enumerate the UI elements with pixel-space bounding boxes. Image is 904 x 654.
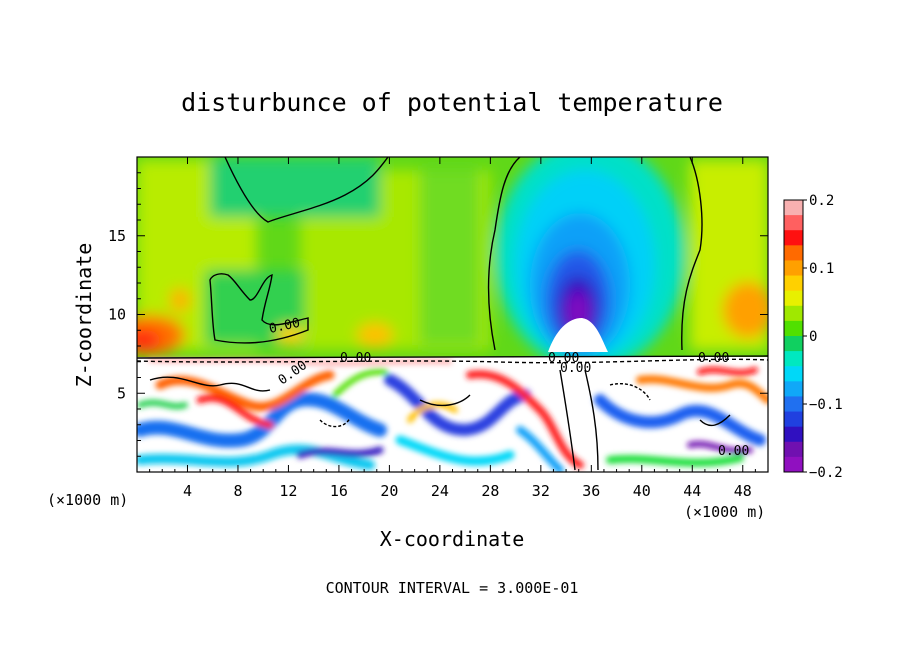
x-tick-label: 12 [279, 482, 297, 500]
colorbar-swatch [784, 215, 803, 231]
colorbar-tick-label: 0.2 [809, 193, 834, 209]
contour-zero-w [209, 273, 309, 344]
warm-spot-c [170, 288, 190, 312]
contour-lines [137, 157, 768, 471]
contour-label: 0.00 [698, 351, 729, 366]
contour-lower-c [584, 369, 599, 471]
colorbar [784, 200, 803, 473]
contour-label: 0.00 [340, 351, 371, 366]
contour-lower-b [559, 369, 576, 471]
contour-zero-left [224, 157, 389, 223]
contour-lower-a [149, 376, 271, 392]
cold-white-patch [548, 318, 608, 352]
warm-max-right [723, 282, 768, 338]
contour-lower-g [609, 383, 651, 401]
contour-lower-e [699, 414, 731, 427]
y-tick-label: 10 [108, 306, 126, 324]
colorbar-tick-label: −0.2 [809, 465, 843, 481]
contour-label: 0.00 [560, 361, 591, 376]
colorbar-tick-label: −0.1 [809, 397, 843, 413]
contour-lower-f [319, 417, 351, 428]
colorbar-swatch [784, 381, 803, 397]
lower-filaments [137, 358, 768, 472]
x-tick-label: 24 [431, 482, 449, 500]
contour-zero-cold [487, 157, 521, 351]
colorbar-labels: 0.2 0.1 0 −0.1 −0.2 [803, 193, 843, 481]
x-tick-label: 16 [330, 482, 348, 500]
warm-max-left-core [137, 330, 161, 350]
colorbar-swatch [784, 200, 803, 216]
field-green-c [420, 170, 480, 345]
x-tick-label: 8 [233, 482, 242, 500]
x-axis: 4 8 12 16 20 24 28 32 36 40 44 48 [149, 157, 756, 500]
colorbar-swatch [784, 336, 803, 352]
x-axis-label: X-coordinate [380, 527, 525, 551]
contour-interval-note: CONTOUR INTERVAL = 3.000E-01 [326, 579, 579, 597]
contour-lower-d [419, 394, 471, 407]
colorbar-swatch [784, 351, 803, 367]
chart-title: disturbunce of potential temperature [181, 88, 723, 117]
x-unit-right: (×1000 m) [684, 503, 765, 521]
x-tick-label: 20 [380, 482, 398, 500]
x-tick-label: 32 [532, 482, 550, 500]
colorbar-swatch [784, 426, 803, 443]
colorbar-swatch [784, 411, 803, 428]
contour-interface-2 [137, 358, 768, 364]
x-tick-label: 48 [734, 482, 752, 500]
contour-label: 0.00 [718, 444, 749, 459]
colorbar-swatch [784, 305, 803, 322]
contour-interface [137, 355, 768, 359]
contour-zero-cold-right [681, 157, 703, 351]
y-tick-label: 15 [108, 227, 126, 245]
colorbar-swatch [784, 275, 803, 292]
contour-label: 0.00 [548, 351, 579, 366]
x-tick-label: 28 [481, 482, 499, 500]
colorbar-swatch [784, 245, 803, 261]
colorbar-swatch [784, 366, 803, 382]
colorbar-swatch [784, 260, 803, 277]
warm-spot-a [357, 323, 393, 347]
x-tick-label: 4 [183, 482, 192, 500]
colorbar-swatch [784, 230, 803, 246]
x-tick-label: 36 [582, 482, 600, 500]
contour-label: 0.00 [268, 316, 302, 337]
y-axis: 5 10 15 [108, 172, 768, 457]
colorbar-swatch [784, 441, 803, 458]
x-tick-label: 40 [633, 482, 651, 500]
warm-spot-b [276, 325, 304, 345]
x-unit-left: (×1000 m) [47, 491, 128, 509]
colorbar-tick-label: 0 [809, 329, 817, 345]
colorbar-swatch [784, 396, 803, 413]
y-tick-label: 5 [117, 384, 126, 402]
y-axis-label: Z-coordinate [72, 243, 96, 388]
colorbar-tick-label: 0.1 [809, 261, 834, 277]
colorbar-swatch [784, 456, 803, 473]
x-tick-label: 44 [683, 482, 701, 500]
colorbar-swatch [784, 290, 803, 307]
heatmap-field: 0.00 0.00 0.00 0.00 0.00 0.00 0.00 [137, 157, 768, 472]
colorbar-swatch [784, 320, 803, 337]
field-green-a [210, 157, 380, 217]
